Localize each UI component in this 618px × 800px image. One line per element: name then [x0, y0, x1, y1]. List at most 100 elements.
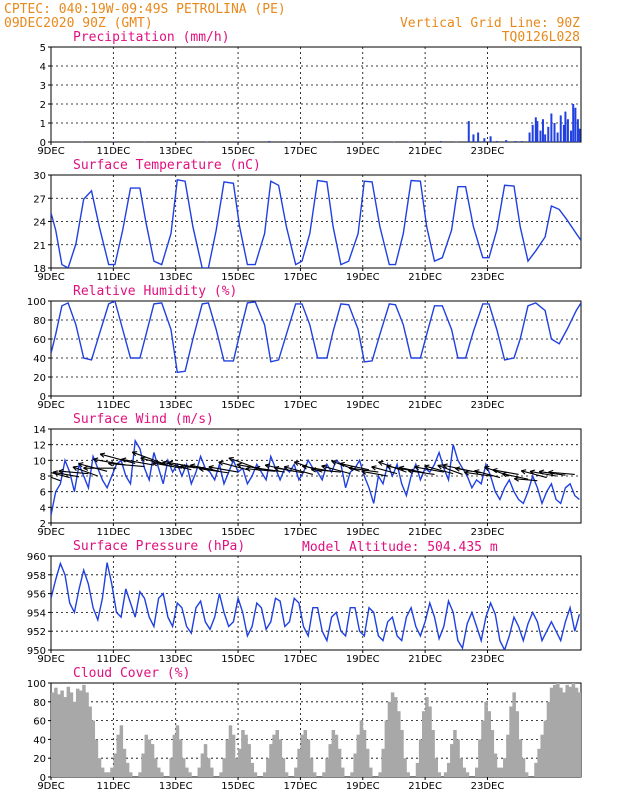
cloud-bar — [378, 772, 382, 777]
x-tick-label: 23DEC — [471, 272, 505, 283]
wind-arrow — [371, 465, 398, 475]
cloud-bar — [475, 767, 479, 777]
cloud-bar — [309, 758, 314, 777]
x-tick-label: 9DEC — [37, 146, 64, 157]
cloud-bar — [303, 730, 308, 777]
x-tick-label: 21DEC — [408, 272, 442, 283]
cloud-bar — [552, 684, 557, 777]
cloud-bar — [160, 772, 164, 777]
wind-arrow — [339, 461, 370, 471]
wind-arrow — [108, 461, 145, 468]
x-tick-label: 13DEC — [159, 654, 193, 665]
wind-arrow — [331, 460, 360, 472]
cloud-bar — [66, 686, 71, 777]
y-tick-label: 5 — [40, 43, 46, 54]
x-tick-label: 11DEC — [96, 527, 130, 538]
cloud-bar — [443, 772, 448, 777]
precip-bar — [112, 141, 115, 142]
x-tick-label: 21DEC — [408, 527, 442, 538]
y-tick-label: 956 — [27, 590, 46, 601]
y-tick-label: 80 — [33, 698, 46, 709]
cloud-bar — [493, 753, 498, 777]
precip-bar — [566, 119, 569, 142]
y-tick-label: 20 — [33, 373, 46, 384]
cloud-bar — [222, 758, 226, 777]
cloud-bar — [381, 748, 385, 777]
wind-arrow — [408, 468, 435, 475]
cloud-bar — [157, 767, 161, 777]
x-tick-label: 9DEC — [37, 527, 64, 538]
cloud-bar — [197, 767, 202, 777]
wind-arrow — [162, 460, 192, 471]
y-tick-label: 60 — [33, 717, 46, 728]
precip-bar — [578, 128, 581, 142]
surface-temperature-panel: 9DEC 11DEC 13DEC 15DEC 17DEC 19DEC 21DEC 23DEC 1… — [33, 158, 582, 283]
cloud-bar — [481, 720, 485, 777]
precipitation-panel: 9DEC 11DEC 13DEC 15DEC 17DEC 19DEC 21DEC 23DEC 0… — [37, 30, 582, 157]
cloud-bar — [79, 690, 83, 777]
cloud-bar — [116, 734, 120, 777]
precip-bar — [299, 141, 302, 142]
cloud-bar — [250, 762, 255, 777]
wind-arrow — [245, 466, 276, 472]
cloud-bar — [228, 725, 233, 777]
cloud-bar — [128, 772, 133, 777]
precip-bar — [574, 107, 577, 142]
vertical-grid-note: Vertical Grid Line: 90Z — [400, 16, 580, 31]
cloud-bar — [110, 767, 114, 777]
cloud-bar — [312, 772, 317, 777]
wind-arrow — [464, 470, 491, 477]
x-tick-label: 9DEC — [37, 400, 64, 411]
wind-arrow — [228, 456, 257, 469]
x-tick-label: 9DEC — [37, 654, 64, 665]
cloud-bar — [281, 758, 286, 777]
cloud-bar — [181, 758, 186, 777]
surface-wind-plot — [51, 438, 580, 516]
y-tick-label: 100 — [27, 679, 46, 690]
cloud-bar — [506, 734, 510, 777]
precip-bar — [361, 141, 364, 142]
precip-bar — [439, 141, 442, 142]
wind-arrow — [474, 469, 501, 479]
x-tick-label: 23DEC — [471, 146, 505, 157]
wind-arrow — [437, 464, 463, 475]
wind-arrow — [198, 466, 229, 474]
cloud-bar — [325, 758, 329, 777]
precip-bar — [536, 121, 539, 142]
cloud-bar — [521, 758, 526, 777]
cloud-bar — [188, 772, 192, 777]
y-tick-label: 40 — [33, 735, 46, 746]
cloud-bar — [353, 753, 357, 777]
x-tick-label: 21DEC — [408, 654, 442, 665]
y-tick-label: 30 — [33, 171, 46, 182]
precip-bar — [237, 141, 240, 142]
surface-temperature-title: Surface Temperature (nC) — [73, 158, 261, 173]
cloud-bar — [450, 744, 454, 777]
cloud-bar — [294, 767, 298, 777]
cloud-bar — [206, 758, 211, 777]
cloud-bar — [300, 734, 304, 777]
cloud-bar — [499, 767, 504, 777]
x-tick-label: 13DEC — [159, 400, 193, 411]
cloud-bar — [150, 744, 155, 777]
y-tick-label: 14 — [33, 425, 46, 436]
cloud-bar — [104, 772, 108, 777]
cloud-bar — [406, 772, 410, 777]
cloud-bar — [478, 739, 482, 777]
precip-bar — [541, 119, 544, 142]
x-tick-label: 19DEC — [346, 527, 380, 538]
wind-arrow — [218, 460, 248, 471]
cloud-bar — [97, 758, 102, 777]
precip-bar — [514, 141, 517, 142]
cloud-bar — [431, 730, 435, 777]
cloud-bar — [565, 684, 569, 777]
x-tick-label: 23DEC — [471, 781, 505, 792]
x-tick-label: 15DEC — [221, 146, 255, 157]
x-tick-label: 17DEC — [284, 654, 318, 665]
surface-temperature-line — [51, 178, 581, 268]
cloud-bar — [72, 701, 77, 777]
cloud-bar — [231, 734, 236, 777]
relative-humidity-title: Relative Humidity (%) — [73, 284, 237, 299]
cloud-cover-title: Cloud Cover (%) — [73, 666, 190, 681]
cloud-bar — [144, 734, 149, 777]
